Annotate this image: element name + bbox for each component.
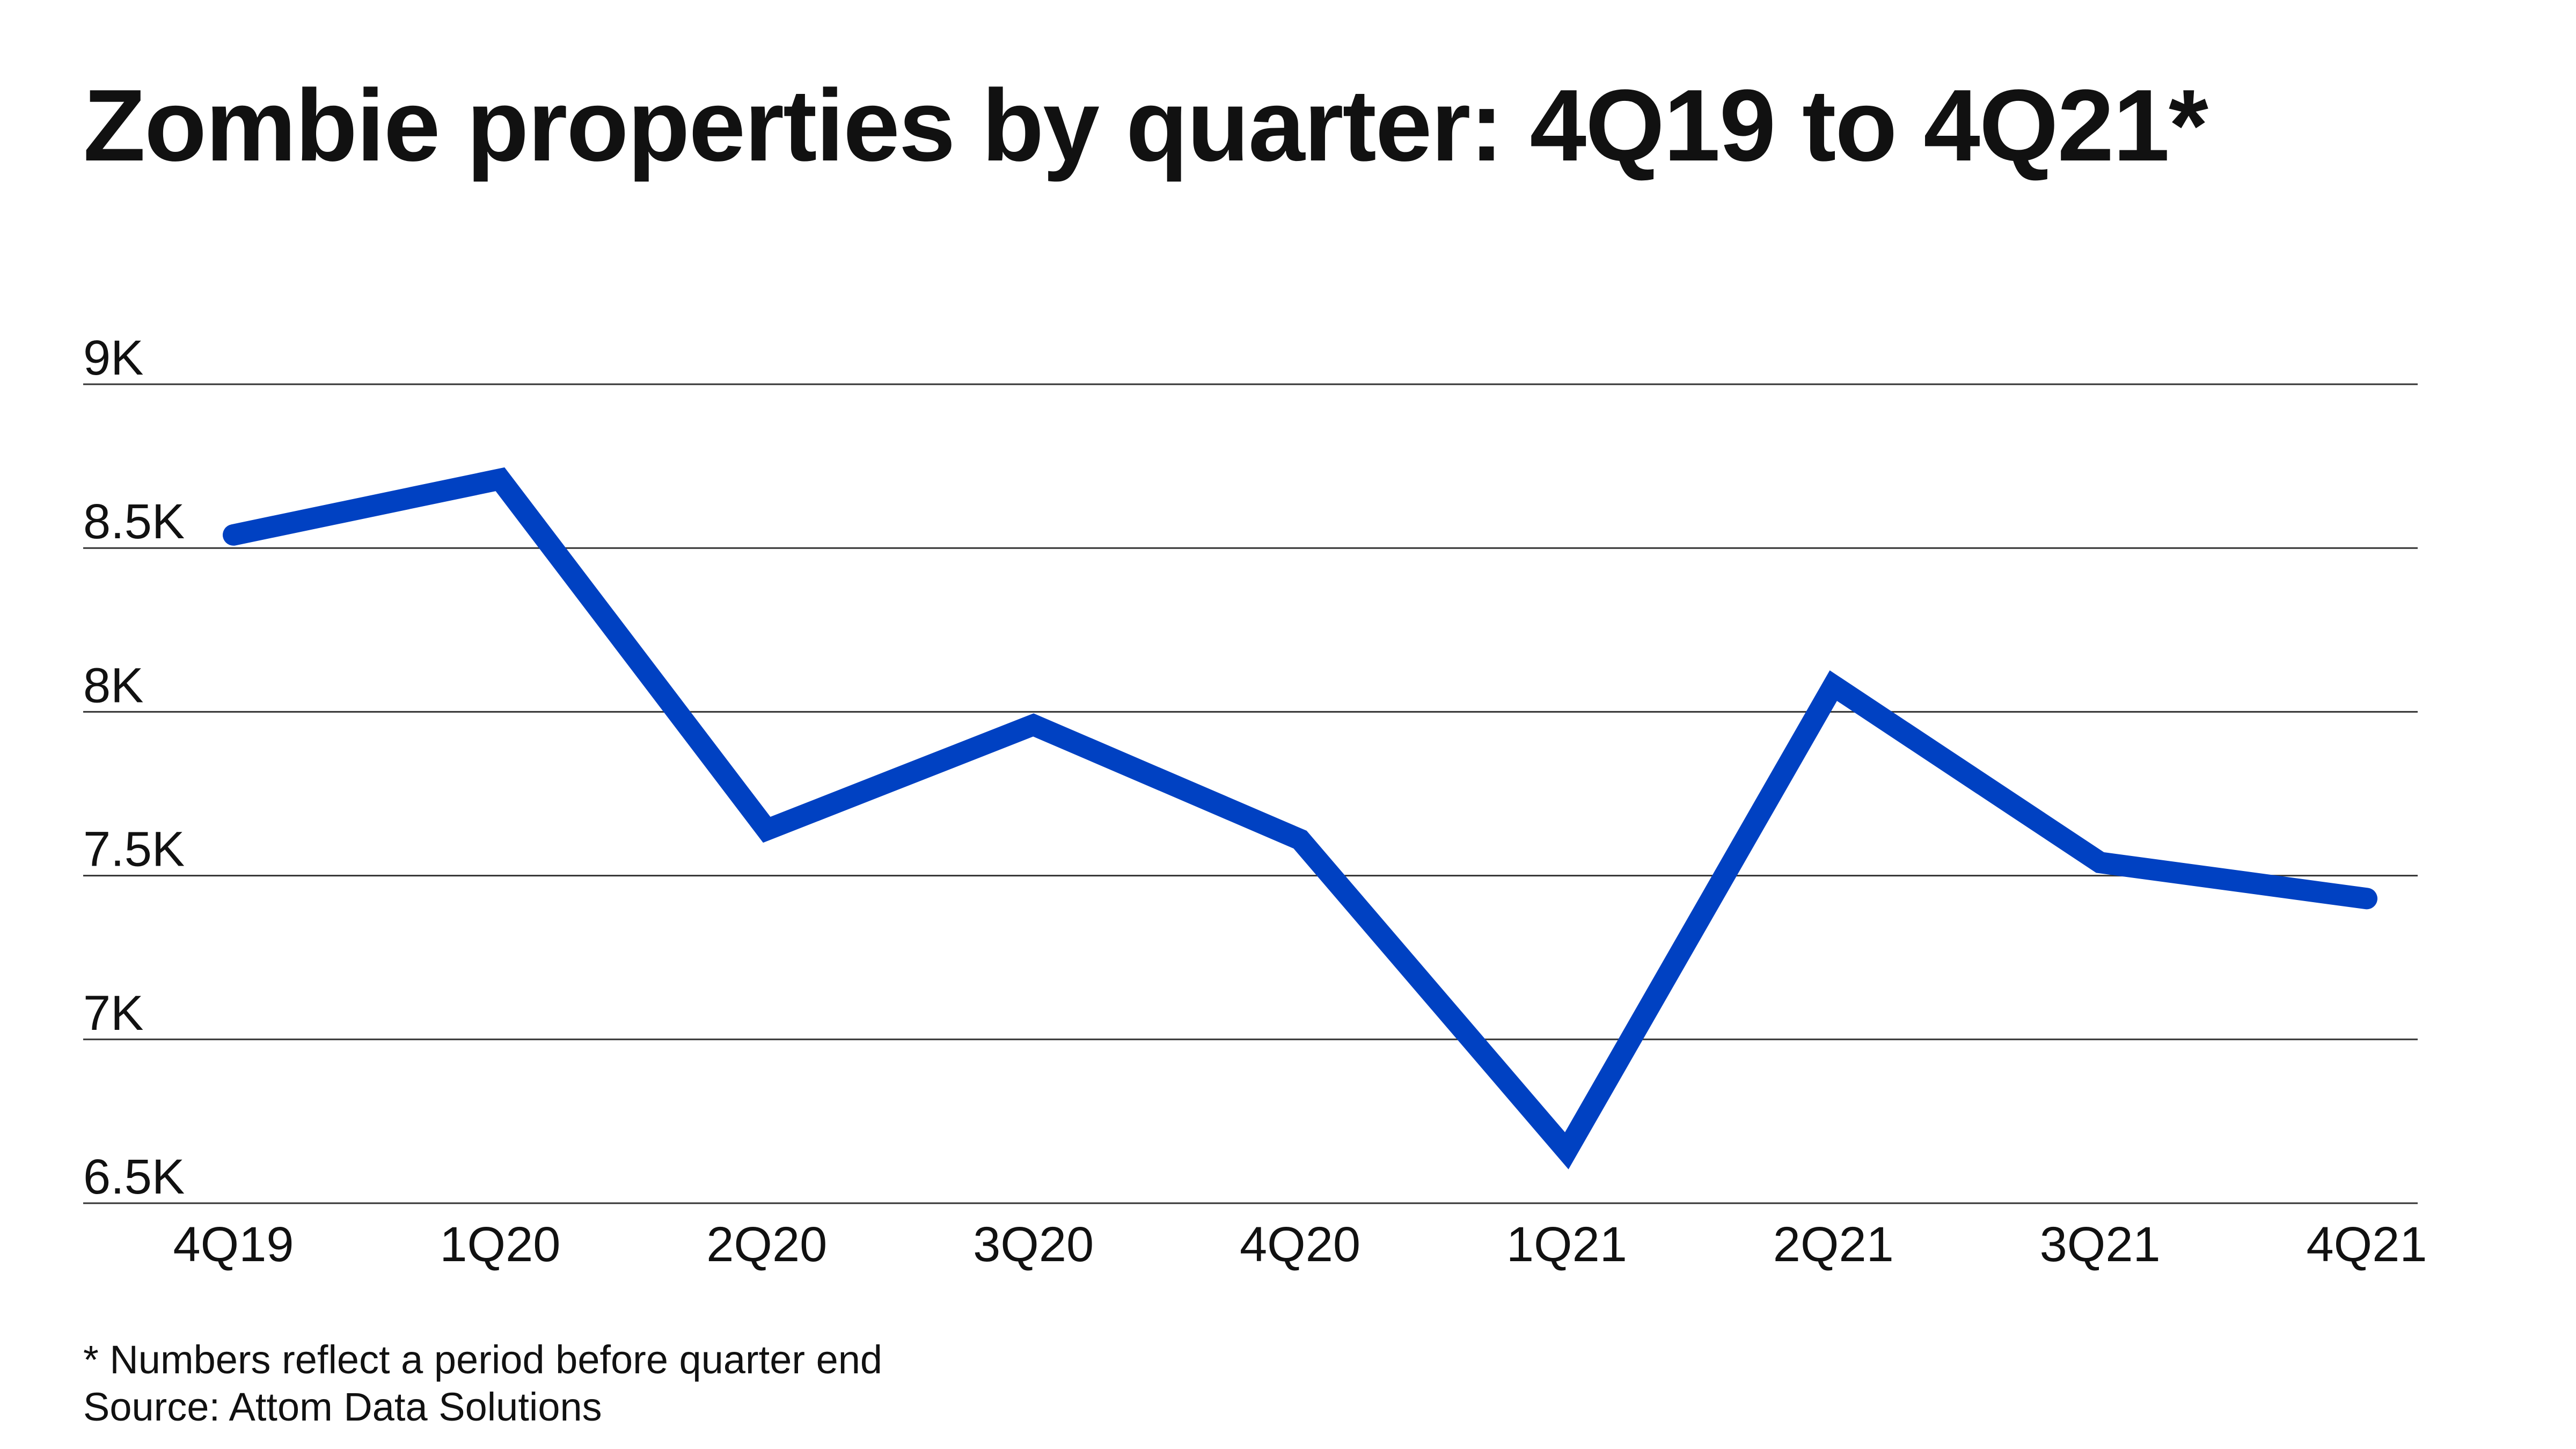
x-tick-label: 1Q20	[440, 1217, 560, 1272]
y-tick-label: 6.5K	[83, 1150, 185, 1204]
y-tick-label: 7.5K	[83, 822, 185, 877]
footnote-block: * Numbers reflect a period before quarte…	[83, 1336, 882, 1431]
x-tick-label: 3Q21	[2040, 1217, 2161, 1272]
gridlines	[83, 383, 2418, 1204]
y-tick-label: 7K	[83, 986, 144, 1041]
data-point	[2099, 862, 2101, 863]
x-tick-label: 1Q21	[1506, 1217, 1627, 1272]
series-line	[223, 467, 2377, 1169]
footnote: * Numbers reflect a period before quarte…	[83, 1337, 883, 1382]
data-point	[1033, 724, 1034, 726]
x-tick-label: 4Q21	[2306, 1217, 2427, 1272]
series-layer	[223, 467, 2377, 1169]
x-tick-label: 4Q20	[1240, 1217, 1360, 1272]
y-tick-label: 8.5K	[83, 494, 185, 549]
y-tick-label: 8K	[83, 658, 144, 713]
x-axis-tick-labels: 4Q19 1Q20 2Q20 3Q20 4Q20 1Q21 2Q21 3Q21 4Q21	[173, 1217, 2427, 1272]
y-axis-tick-labels: 6.5K 7K 7.5K 8K 8.5K 9K	[83, 331, 185, 1204]
x-tick-label: 4Q19	[173, 1217, 294, 1272]
source-note: Source: Attom Data Solutions	[83, 1385, 602, 1429]
x-tick-label: 2Q21	[1773, 1217, 1894, 1272]
x-tick-label: 3Q20	[973, 1217, 1094, 1272]
x-tick-label: 2Q20	[706, 1217, 827, 1272]
data-point	[1833, 685, 1834, 686]
y-tick-label: 9K	[83, 331, 144, 385]
chart-title: Zombie properties by quarter: 4Q19 to 4Q…	[83, 69, 2208, 182]
